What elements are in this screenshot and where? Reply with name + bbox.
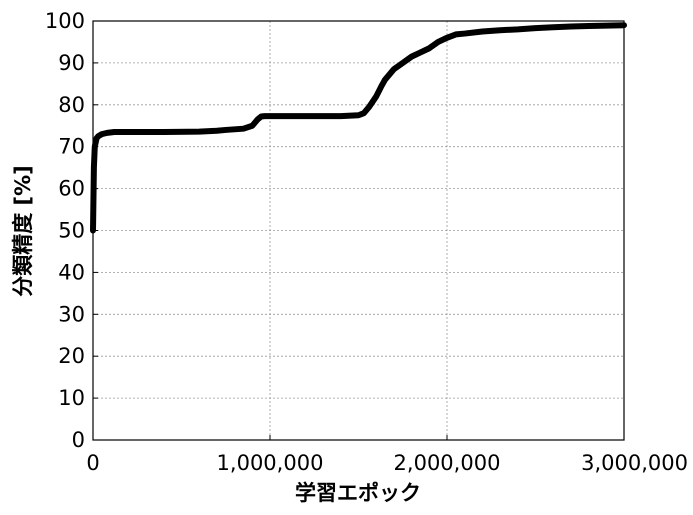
accuracy-series-line (90, 22, 627, 234)
y-tick-label: 0 (72, 428, 85, 452)
x-tick-label: 3,000,000 (581, 451, 688, 475)
x-tick-labels: 0 1,000,000 2,000,000 3,000,000 (86, 451, 688, 475)
y-axis-title: 分類精度 [%] (11, 165, 35, 297)
x-tick-label: 0 (86, 451, 99, 475)
y-tick-label: 90 (58, 51, 85, 75)
grid-lines (93, 21, 624, 440)
y-tick-label: 40 (58, 260, 85, 284)
y-tick-label: 50 (58, 219, 85, 243)
x-axis-title: 学習エポック (295, 481, 421, 505)
y-tick-label: 80 (58, 93, 85, 117)
y-tick-label: 20 (58, 344, 85, 368)
plot-area-frame (92, 20, 625, 441)
y-tick-label: 100 (45, 9, 85, 33)
y-tick-label: 30 (58, 302, 85, 326)
x-tick-label: 1,000,000 (217, 451, 324, 475)
x-tick-label: 2,000,000 (394, 451, 501, 475)
y-tick-label: 70 (58, 135, 85, 159)
y-tick-label: 60 (58, 177, 85, 201)
y-tick-label: 10 (58, 386, 85, 410)
y-tick-labels: 0 10 20 30 40 50 60 70 80 90 100 (45, 9, 85, 452)
series-layer (90, 22, 627, 234)
